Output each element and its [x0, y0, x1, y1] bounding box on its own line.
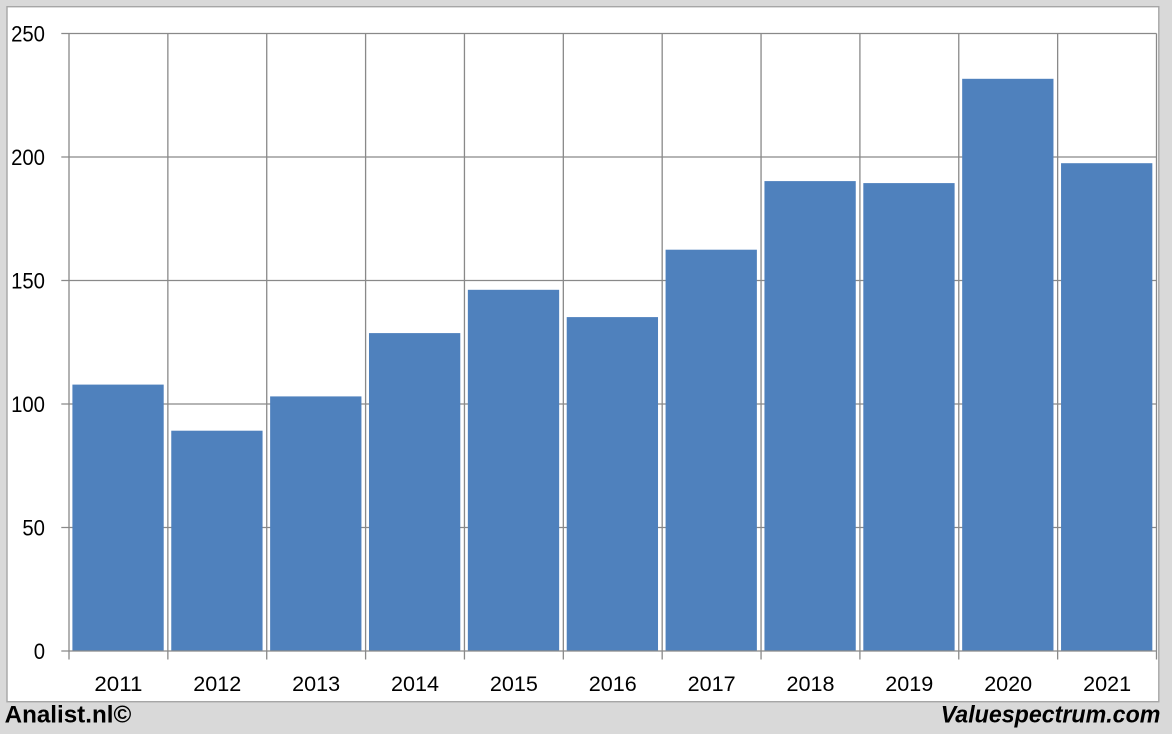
svg-text:150: 150 — [11, 269, 45, 294]
svg-text:2014: 2014 — [391, 672, 439, 696]
svg-text:2021: 2021 — [1083, 672, 1131, 696]
svg-text:2012: 2012 — [193, 672, 241, 696]
svg-text:Analist.nl©: Analist.nl© — [5, 703, 132, 729]
svg-text:Valuespectrum.com: Valuespectrum.com — [941, 703, 1161, 729]
svg-text:2019: 2019 — [885, 672, 933, 696]
svg-text:2013: 2013 — [292, 672, 340, 696]
svg-text:2016: 2016 — [589, 672, 637, 696]
svg-text:200: 200 — [11, 145, 45, 170]
svg-text:50: 50 — [22, 516, 45, 541]
svg-text:2015: 2015 — [490, 672, 538, 696]
svg-text:0: 0 — [34, 639, 45, 664]
svg-text:100: 100 — [11, 392, 45, 417]
svg-text:2018: 2018 — [787, 672, 835, 696]
svg-text:250: 250 — [11, 22, 45, 47]
svg-text:2020: 2020 — [984, 672, 1032, 696]
svg-text:2011: 2011 — [94, 672, 142, 696]
svg-text:2017: 2017 — [688, 672, 736, 696]
